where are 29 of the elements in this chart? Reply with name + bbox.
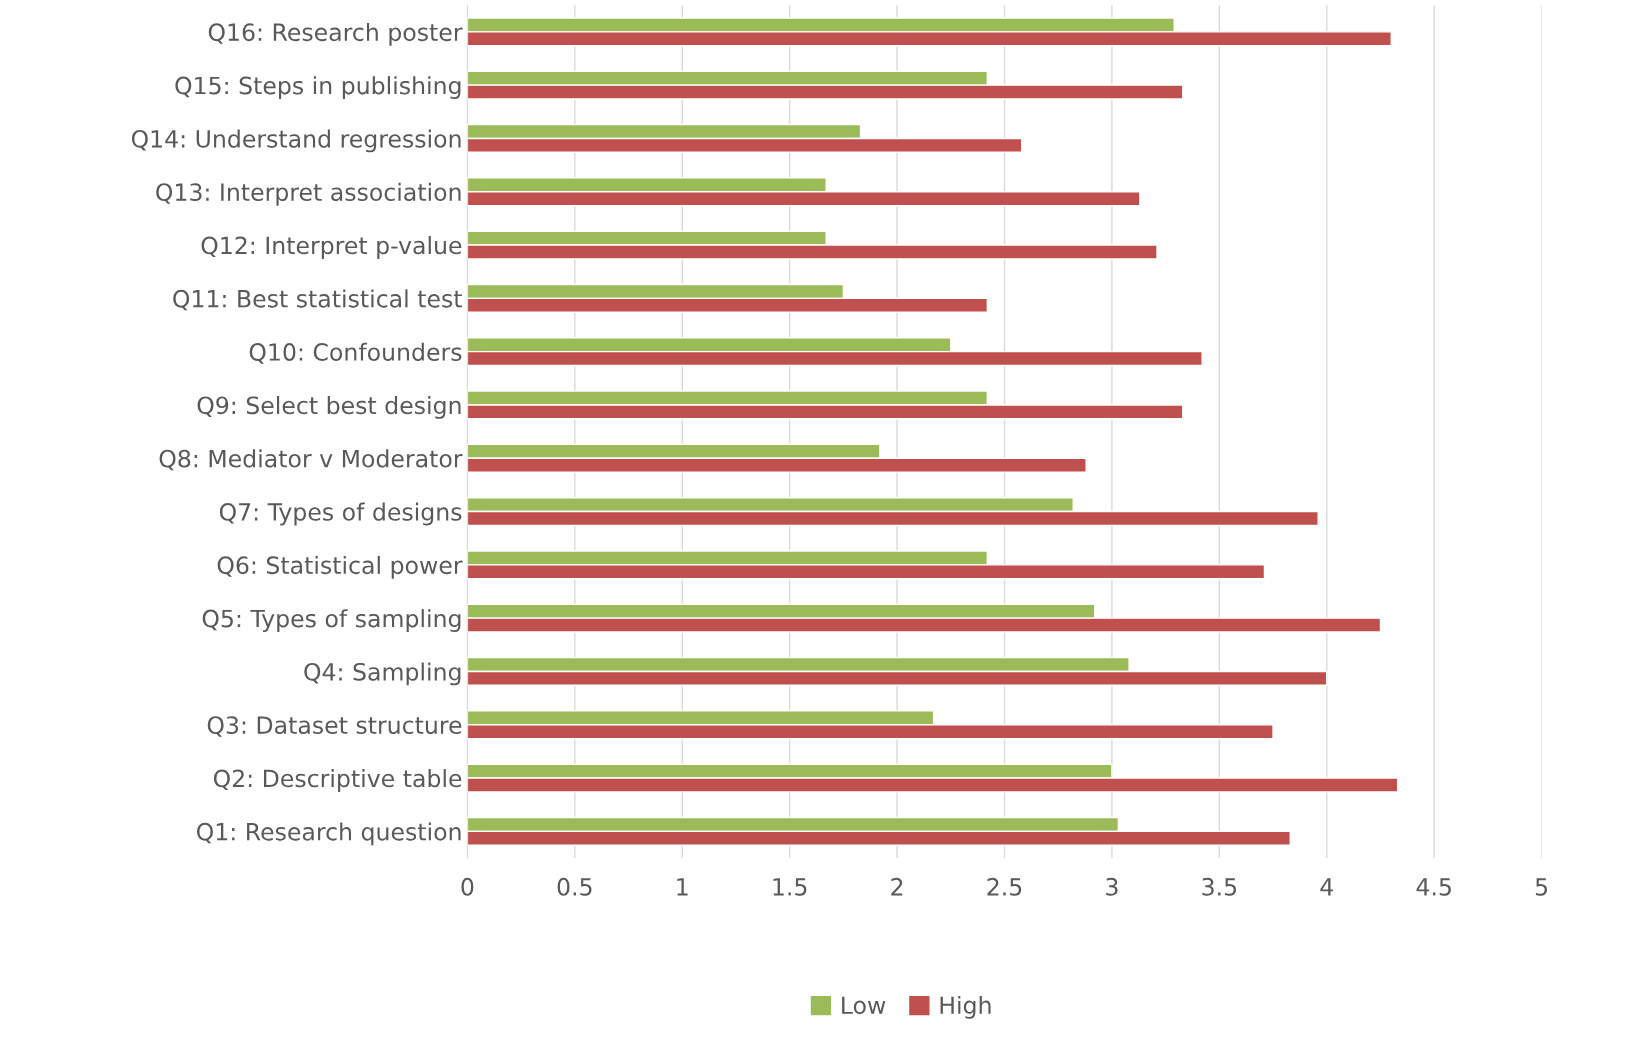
x-tick-label: 3 xyxy=(1106,877,1118,896)
x-tick-label: 0.5 xyxy=(557,877,592,896)
x-tick-label: 4.5 xyxy=(1416,878,1451,896)
y-tick-label: Q8: Mediator v Moderator xyxy=(159,449,463,471)
x-tick-label: 1 xyxy=(677,878,688,896)
y-tick-label: Q14: Understand regression xyxy=(131,129,461,153)
y-tick-label: Q10: Confounders xyxy=(249,342,462,364)
y-tick-label: Q15: Steps in publishing xyxy=(175,76,461,100)
y-tick-label: Q5: Types of sampling xyxy=(202,609,461,633)
y-tick-label: Q7: Types of designs xyxy=(219,502,462,526)
y-tick-label: Q9: Select best design xyxy=(197,395,461,419)
y-tick-label: Q1: Research question xyxy=(197,822,461,846)
y-tick-label: Q11: Best statistical test xyxy=(173,289,462,311)
legend-label: High xyxy=(940,995,991,1019)
y-tick-label: Q2: Descriptive table xyxy=(213,769,462,792)
x-tick-label: 1.5 xyxy=(773,878,807,896)
x-tick-label: 4 xyxy=(1320,878,1333,896)
x-tick-label: 0 xyxy=(461,877,474,896)
x-tick-label: 2.5 xyxy=(987,877,1022,896)
x-tick-label: 5 xyxy=(1535,878,1548,896)
legend-label: Low xyxy=(842,996,886,1015)
y-tick-label: Q4: Sampling xyxy=(304,662,461,686)
y-tick-label: Q12: Interpret p-value xyxy=(201,236,462,259)
y-tick-label: Q16: Research poster xyxy=(208,22,463,46)
x-tick-label: 2 xyxy=(891,877,903,896)
x-tick-label: 3.5 xyxy=(1202,877,1237,896)
y-tick-label: Q3: Dataset structure xyxy=(207,716,462,737)
y-tick-label: Q6: Statistical power xyxy=(217,555,463,579)
y-tick-label: Q13: Interpret association xyxy=(156,182,461,206)
